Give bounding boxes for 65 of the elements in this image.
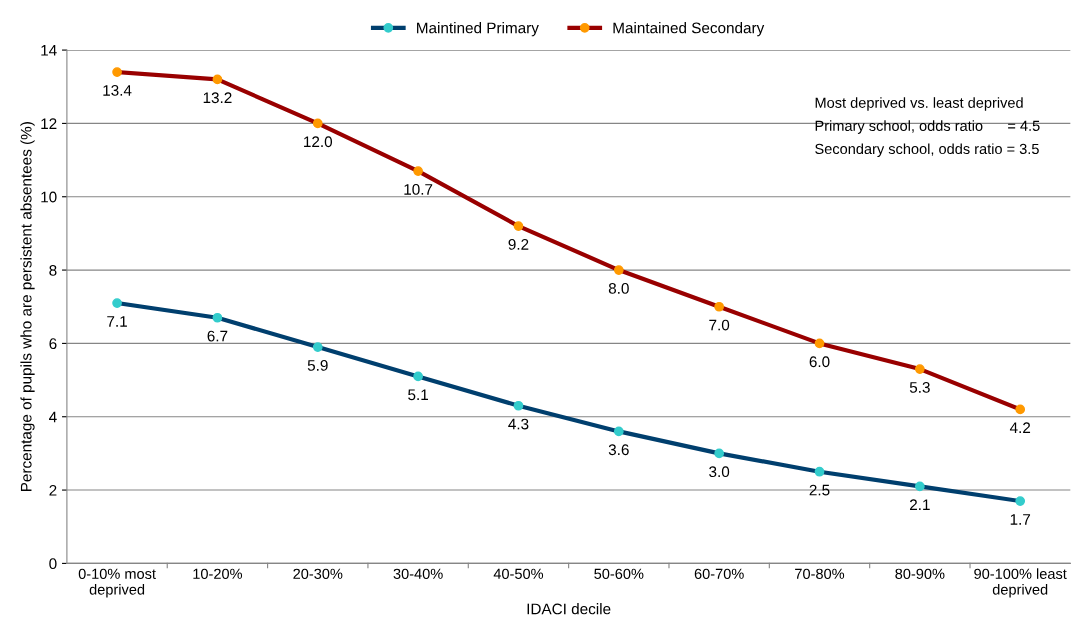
y-tick-label: 4: [49, 411, 57, 423]
x-tick-label: 90-100% least deprived: [974, 568, 1067, 598]
x-tick-label: 20-30%: [293, 568, 343, 579]
point: [914, 364, 925, 374]
y-tick-label: 8: [49, 264, 57, 276]
point: [513, 221, 524, 231]
y-tick-label: 10: [41, 191, 57, 203]
data-label: 7.0: [709, 319, 730, 331]
x-tick-label: 0-10% most deprived: [78, 568, 156, 598]
point: [212, 74, 223, 85]
x-tick-label: 10-20%: [193, 568, 243, 579]
x-axis-title: IDACI decile: [527, 603, 611, 615]
data-label: 1.7: [1010, 514, 1031, 525]
legend-label: Maintained Secondary: [613, 22, 765, 37]
point: [714, 448, 725, 459]
y-tick-label: 0: [49, 558, 57, 570]
data-label: 5.3: [909, 381, 930, 393]
point: [413, 166, 423, 176]
point: [613, 265, 624, 275]
data-label: 10.7: [404, 183, 433, 195]
point: [513, 400, 524, 411]
data-label: 12.0: [304, 136, 333, 148]
point: [814, 338, 825, 349]
point: [312, 342, 323, 352]
data-label: 5.1: [408, 389, 428, 401]
data-label: 3.0: [709, 466, 730, 478]
point: [112, 298, 122, 308]
x-tick-label: 60-70%: [694, 568, 744, 579]
data-label: 5.9: [307, 359, 328, 371]
point: [212, 312, 223, 323]
y-tick-label: 12: [41, 118, 57, 129]
x-tick-label: 30-40%: [393, 568, 443, 579]
data-label: 13.4: [103, 84, 132, 96]
annotation: Primary school, odds ratio = 4.5: [815, 120, 1040, 134]
point: [613, 426, 624, 437]
data-label: 6.0: [809, 356, 830, 368]
data-label: 2.5: [809, 484, 830, 496]
point: [814, 466, 825, 477]
point: [1015, 404, 1026, 415]
data-label: 4.3: [508, 418, 529, 430]
point: [312, 118, 323, 129]
data-label: 7.1: [107, 316, 127, 327]
legend-label: Maintined Primary: [417, 22, 539, 37]
x-tick-label: 50-60%: [594, 568, 644, 579]
point: [914, 481, 925, 492]
data-label: 13.2: [203, 92, 232, 104]
x-tick-label: 70-80%: [795, 568, 845, 579]
x-tick-label: 80-90%: [895, 568, 945, 579]
data-label: 3.6: [608, 444, 629, 456]
y-axis-title: Percentage of pupils who are persistent absentees (%): [20, 122, 35, 492]
data-label: 9.2: [508, 238, 529, 250]
y-tick-label: 14: [41, 45, 57, 56]
data-label: 6.7: [207, 330, 228, 342]
data-label: 4.2: [1009, 422, 1031, 433]
point: [112, 67, 122, 77]
y-tick-label: 2: [49, 484, 57, 496]
annotation: Secondary school, odds ratio = 3.5: [815, 143, 1039, 157]
point: [1015, 496, 1026, 506]
annotation: Most deprived vs. least deprived: [815, 97, 1023, 111]
data-label: 2.1: [910, 499, 930, 510]
x-tick-label: 40-50%: [493, 568, 544, 579]
point: [413, 371, 423, 382]
point: [714, 301, 725, 312]
y-tick-label: 6: [49, 338, 57, 350]
data-label: 8.0: [608, 282, 629, 294]
